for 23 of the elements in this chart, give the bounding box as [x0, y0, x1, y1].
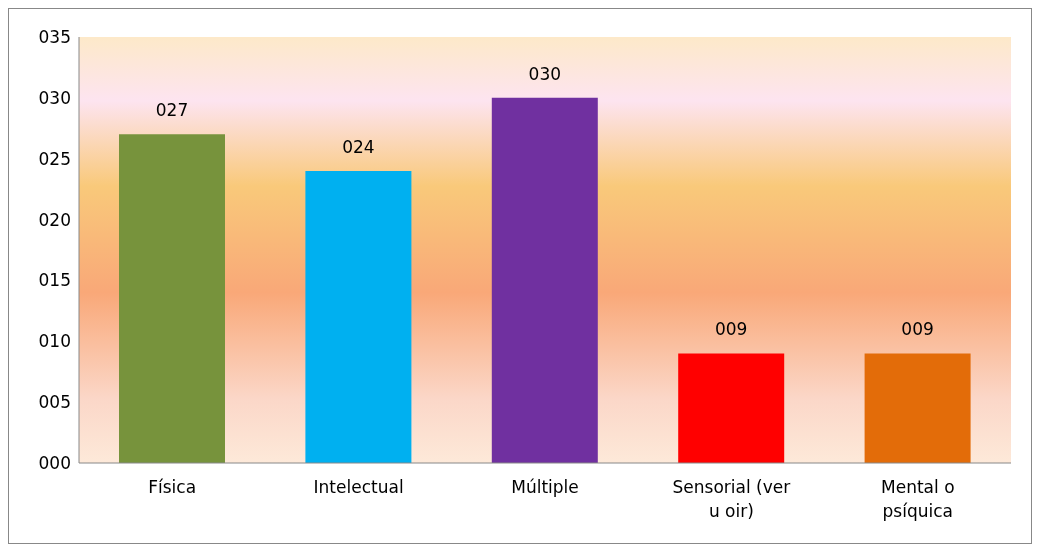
x-tick-label: Física	[148, 477, 197, 497]
bar	[864, 353, 971, 463]
bar	[678, 353, 785, 463]
data-label: 024	[342, 136, 375, 157]
data-label: 009	[714, 319, 748, 340]
y-tick-label: 030	[38, 87, 71, 108]
x-tick-label: Mental o psíquica	[881, 477, 955, 521]
y-tick-label: 010	[38, 331, 71, 352]
x-tick-label: Múltiple	[511, 477, 579, 497]
y-tick-label: 020	[38, 209, 71, 230]
bar	[491, 97, 598, 463]
y-tick-label: 005	[38, 392, 71, 413]
x-tick-label: Intelectual	[313, 477, 404, 497]
x-tick-label: Sensorial (ver u oir)	[672, 477, 791, 521]
y-tick-label: 015	[38, 270, 71, 291]
y-tick-label: 000	[38, 453, 71, 474]
data-label: 009	[901, 319, 934, 340]
y-tick-label: 035	[38, 27, 71, 48]
y-tick-label: 025	[38, 148, 71, 169]
data-label: 027	[155, 100, 189, 121]
data-label: 030	[528, 63, 562, 84]
bar	[305, 170, 412, 463]
bar	[119, 134, 225, 463]
